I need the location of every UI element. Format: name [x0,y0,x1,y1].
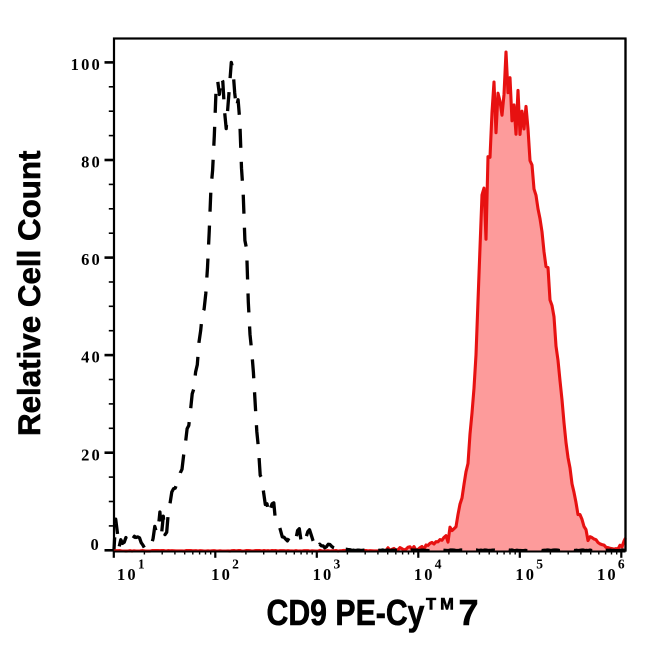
svg-text:40: 40 [81,348,102,367]
svg-text:20: 20 [81,445,102,464]
svg-text:60: 60 [81,250,102,269]
svg-text:TM: TM [426,596,458,614]
svg-text:7: 7 [459,592,479,633]
svg-text:0: 0 [91,535,101,554]
svg-text:100: 100 [71,55,102,74]
svg-text:CD9 PE-Cy: CD9 PE-Cy [267,592,425,633]
svg-text:Relative Cell Count: Relative Cell Count [11,150,47,436]
svg-text:80: 80 [81,153,102,172]
